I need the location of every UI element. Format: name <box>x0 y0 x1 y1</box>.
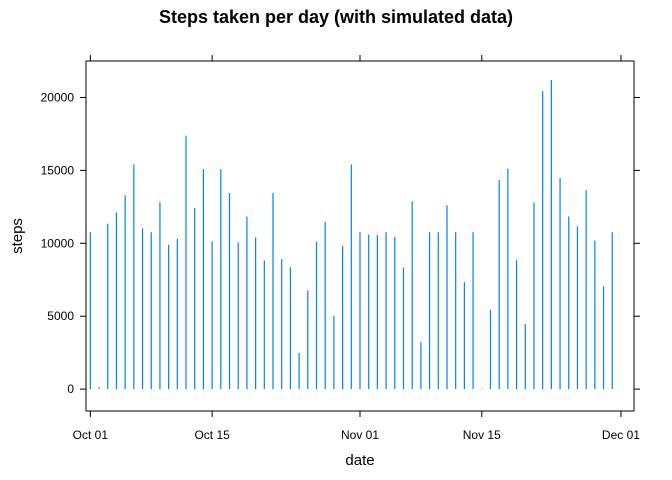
y-tick-label: 5000 <box>47 309 74 323</box>
x-tick-label: Oct 15 <box>194 428 230 442</box>
y-axis: 0 5000 10000 15000 20000 <box>41 90 640 396</box>
bars-group <box>89 80 613 390</box>
y-axis-label: steps <box>9 218 26 254</box>
x-axis-label: date <box>345 452 374 469</box>
x-tick-label: Nov 01 <box>341 428 379 442</box>
x-tick-label: Dec 01 <box>602 428 640 442</box>
x-tick-label: Oct 01 <box>73 428 109 442</box>
x-axis: Oct 01 Oct 15 Nov 01 Nov 15 Dec 01 <box>73 55 640 442</box>
y-tick-label: 0 <box>67 382 74 396</box>
y-tick-label: 15000 <box>41 163 75 177</box>
y-tick-label: 20000 <box>41 90 75 104</box>
x-tick-label: Nov 15 <box>463 428 501 442</box>
y-tick-label: 10000 <box>41 236 75 250</box>
chart-title: Steps taken per day (with simulated data… <box>159 7 513 27</box>
